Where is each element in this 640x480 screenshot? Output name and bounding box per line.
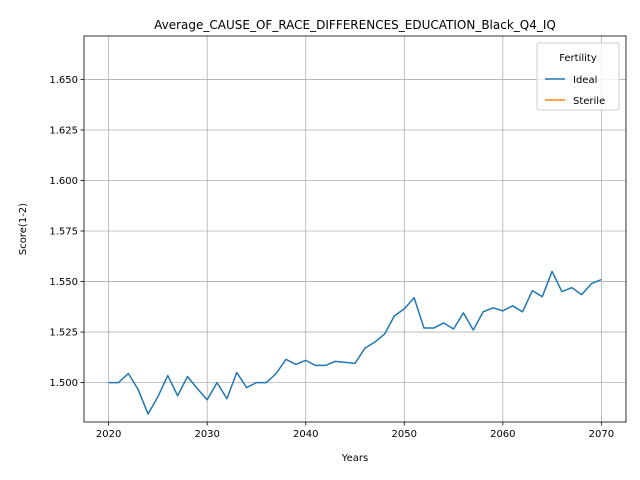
legend-box [536,42,620,111]
y-tick-label: 1.625 [49,125,78,136]
legend-title: Fertility [559,53,597,64]
series-lines [108,270,602,415]
plot-frame [83,35,627,423]
y-tick-label: 1.575 [49,227,78,238]
x-axis-label: Years [341,453,368,464]
legend-label-ideal: Ideal [573,75,597,86]
y-tick-label: 1.600 [49,176,78,187]
series-line-ideal [108,270,602,415]
y-tick-label: 1.650 [49,75,78,86]
y-tick-label: 1.550 [49,277,78,288]
legend: Fertility Ideal Sterile [536,42,620,111]
x-tick-label: 2070 [589,429,614,440]
x-tick-label: 2040 [293,429,318,440]
x-tick-label: 2050 [392,429,417,440]
x-tick-label: 2060 [490,429,515,440]
y-axis-label: Score(1-2) [18,203,29,255]
y-tick-label: 1.500 [49,378,78,389]
x-tick-label: 2020 [96,429,121,440]
legend-label-sterile: Sterile [573,96,605,107]
chart-title: Average_CAUSE_OF_RACE_DIFFERENCES_EDUCAT… [154,18,556,32]
axis-ticks: 2020 2030 2040 2050 2060 2070 1.500 1.525 1.550 1… [49,75,614,440]
y-tick-label: 1.525 [49,328,78,339]
x-tick-label: 2030 [194,429,219,440]
legend-items: Ideal Sterile [545,75,605,107]
